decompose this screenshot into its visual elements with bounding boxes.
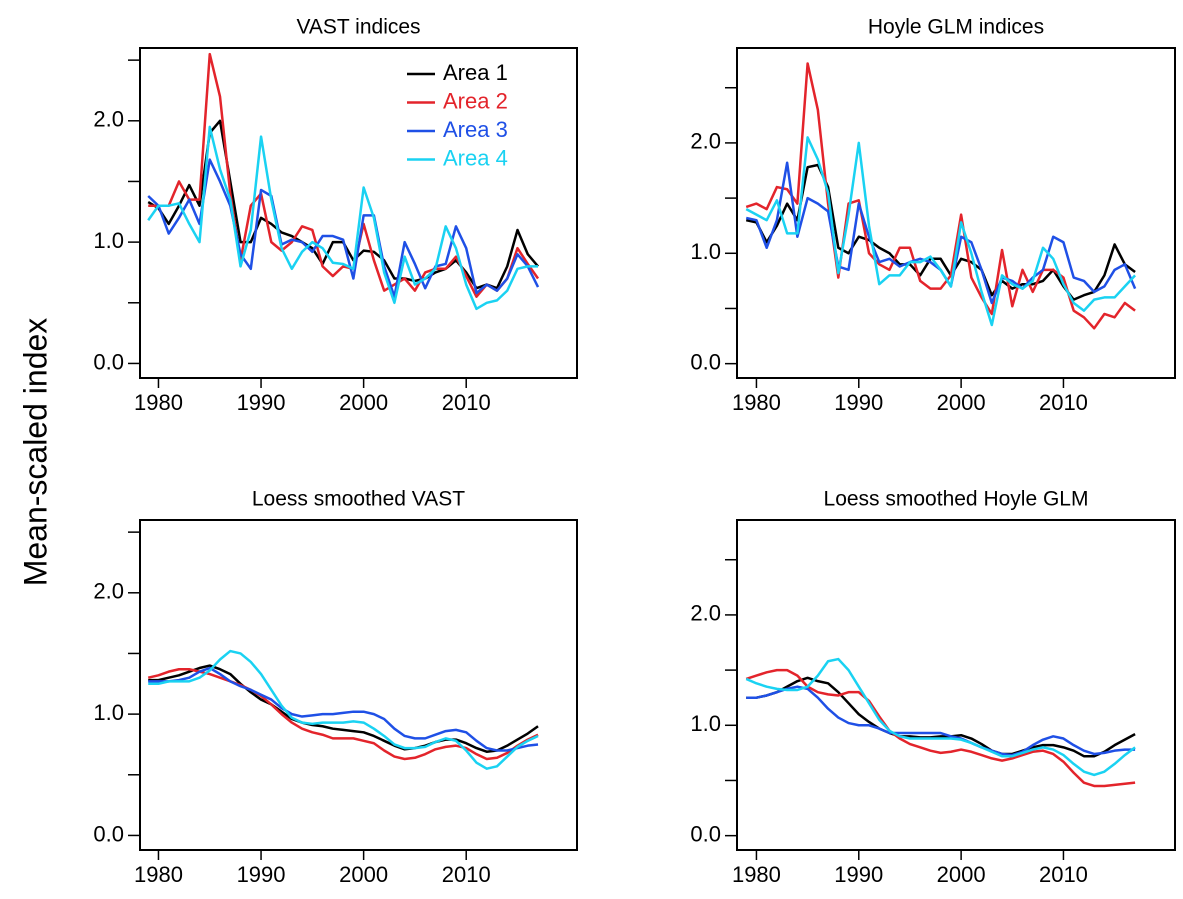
x-tick-label: 1980 xyxy=(134,862,183,887)
panel-title: Loess smoothed VAST xyxy=(252,488,465,511)
y-tick-label: 1.0 xyxy=(690,239,721,264)
legend-label: Area 1 xyxy=(443,60,508,85)
x-tick-label: 1990 xyxy=(834,862,883,887)
panel-title: VAST indices xyxy=(296,16,420,39)
series-line xyxy=(745,62,1136,330)
plot-frame xyxy=(736,519,1176,851)
legend-label: Area 4 xyxy=(443,145,508,170)
series-line xyxy=(148,52,540,298)
y-tick-label: 1.0 xyxy=(690,711,721,736)
panel-title: Loess smoothed Hoyle GLM xyxy=(824,488,1089,511)
x-tick-label: 2010 xyxy=(442,390,491,415)
series-line xyxy=(148,649,539,770)
y-axis-label: Mean-scaled index xyxy=(17,318,53,587)
y-tick-label: 0.0 xyxy=(690,349,721,374)
plot-frame xyxy=(139,47,578,379)
series-line xyxy=(147,125,539,311)
x-tick-label: 2000 xyxy=(937,390,986,415)
y-tick-label: 1.0 xyxy=(93,228,124,253)
x-tick-label: 1990 xyxy=(237,390,286,415)
series-line xyxy=(745,136,1137,327)
series-line xyxy=(745,657,1136,777)
x-tick-label: 1980 xyxy=(732,390,781,415)
x-tick-label: 1990 xyxy=(237,862,286,887)
y-tick-label: 2.0 xyxy=(93,579,124,604)
y-tick-label: 0.0 xyxy=(93,349,124,374)
legend-label: Area 2 xyxy=(443,88,508,113)
x-tick-label: 1990 xyxy=(834,390,883,415)
series-line xyxy=(746,685,1136,757)
y-tick-label: 0.0 xyxy=(93,821,124,846)
y-tick-label: 0.0 xyxy=(690,821,721,846)
plot-frame xyxy=(139,519,578,851)
series-line xyxy=(148,666,539,752)
y-tick-label: 2.0 xyxy=(690,601,721,626)
series-line xyxy=(147,158,540,298)
x-tick-label: 2010 xyxy=(442,862,491,887)
series-line xyxy=(746,676,1136,758)
x-tick-label: 1980 xyxy=(134,390,183,415)
series-line xyxy=(147,667,539,761)
x-tick-label: 2010 xyxy=(1039,862,1088,887)
x-tick-label: 2000 xyxy=(937,862,986,887)
series-line xyxy=(745,668,1136,788)
panel-title: Hoyle GLM indices xyxy=(868,16,1044,39)
legend-label: Area 3 xyxy=(443,117,508,142)
y-tick-label: 1.0 xyxy=(93,700,124,725)
plot-frame xyxy=(736,47,1176,379)
x-tick-label: 2010 xyxy=(1039,390,1088,415)
x-tick-label: 1980 xyxy=(732,862,781,887)
y-tick-label: 2.0 xyxy=(690,129,721,154)
y-tick-label: 2.0 xyxy=(93,107,124,132)
x-tick-label: 2000 xyxy=(339,862,388,887)
x-tick-label: 2000 xyxy=(339,390,388,415)
